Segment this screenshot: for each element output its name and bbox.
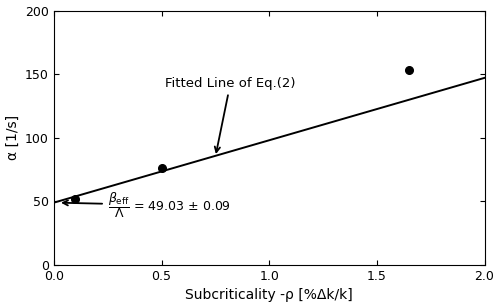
X-axis label: Subcriticality -ρ [%Δk/k]: Subcriticality -ρ [%Δk/k] [186, 289, 353, 302]
Text: $\dfrac{\beta_{\rm eff}}{\Lambda}$ = 49.03 ± 0.09: $\dfrac{\beta_{\rm eff}}{\Lambda}$ = 49.… [63, 190, 230, 220]
Text: Fitted Line of Eq.(2): Fitted Line of Eq.(2) [165, 77, 296, 152]
Y-axis label: α [1/s]: α [1/s] [6, 115, 20, 160]
